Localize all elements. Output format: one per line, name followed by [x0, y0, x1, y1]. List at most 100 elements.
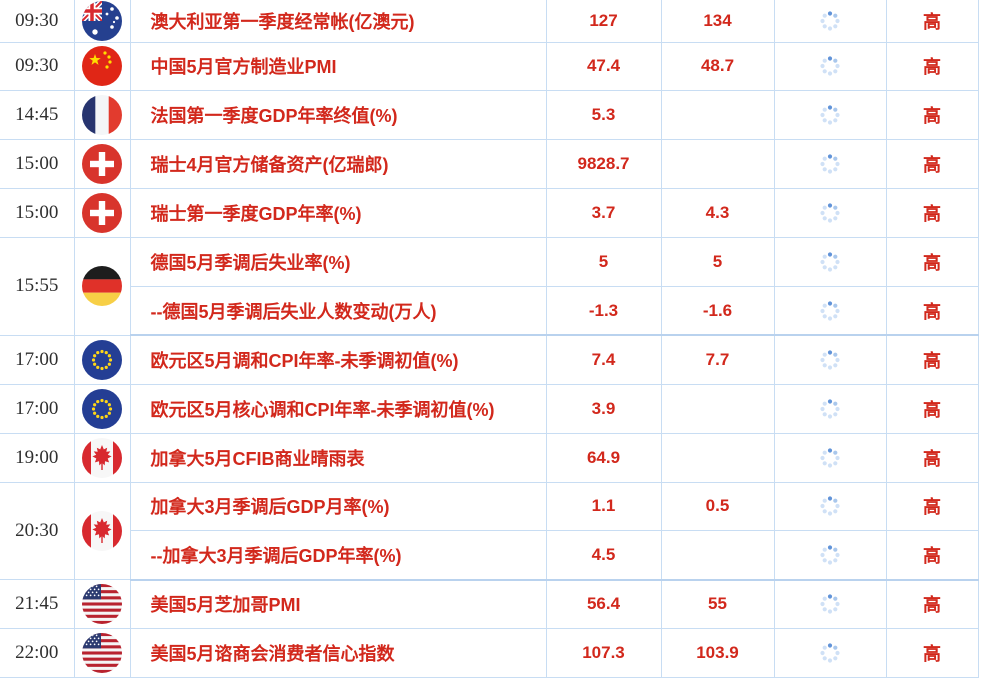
event-title[interactable]: 美国5月芝加哥PMI — [129, 579, 547, 630]
actual-value: 47.4 — [545, 41, 662, 92]
chart-cell[interactable] — [773, 188, 887, 239]
calendar-row: 09:30 中国5月官方制造业PMI 47.4 48.7 高 — [0, 41, 979, 92]
event-title[interactable]: 瑞士4月官方储备资产(亿瑞郎) — [129, 139, 547, 190]
actual-value: 5.3 — [545, 90, 662, 141]
flag-cell — [73, 481, 131, 581]
importance-badge: 高 — [885, 237, 979, 287]
flag-switzerland-icon — [82, 144, 122, 185]
chart-cell[interactable] — [773, 90, 887, 141]
flag-eu-icon — [82, 339, 122, 380]
actual-value: 64.9 — [545, 432, 662, 483]
flag-canada-icon — [82, 437, 122, 478]
actual-value: -1.3 — [545, 285, 662, 337]
actual-value: 1.1 — [545, 481, 662, 532]
flag-cell — [73, 383, 131, 434]
flag-cell — [73, 188, 131, 239]
event-title[interactable]: 欧元区5月调和CPI年率-未季调初值(%) — [129, 334, 547, 385]
loading-spinner-icon — [819, 55, 841, 77]
event-title[interactable]: --加拿大3月季调后GDP年率(%) — [129, 530, 547, 581]
event-time-cell: 17:00 — [0, 334, 75, 385]
chart-cell[interactable] — [773, 579, 887, 630]
flag-cell — [73, 41, 131, 92]
flag-cell — [73, 334, 131, 385]
loading-spinner-icon — [819, 447, 841, 469]
forecast-value: 55 — [660, 579, 775, 630]
chart-cell[interactable] — [773, 432, 887, 483]
chart-cell[interactable] — [773, 139, 887, 190]
event-title[interactable]: 瑞士第一季度GDP年率(%) — [129, 188, 547, 239]
flag-cell — [73, 628, 131, 679]
calendar-row: 19:00 加拿大5月CFIB商业晴雨表 64.9 高 — [0, 432, 979, 483]
event-title[interactable]: 美国5月谘商会消费者信心指数 — [129, 628, 547, 679]
loading-spinner-icon — [819, 153, 841, 175]
importance-badge: 高 — [885, 579, 979, 630]
calendar-row: 17:00 欧元区5月调和CPI年率-未季调初值(%) 7.4 7.7 高 — [0, 334, 979, 385]
forecast-value: 4.3 — [660, 188, 775, 239]
event-title[interactable]: 德国5月季调后失业率(%) — [129, 237, 547, 287]
chart-cell[interactable] — [773, 0, 887, 43]
event-time-cell: 14:45 — [0, 90, 75, 141]
importance-badge: 高 — [885, 628, 979, 679]
loading-spinner-icon — [819, 593, 841, 615]
forecast-value — [660, 383, 775, 434]
importance-badge: 高 — [885, 90, 979, 141]
chart-cell[interactable] — [773, 628, 887, 679]
event-title[interactable]: 加拿大5月CFIB商业晴雨表 — [129, 432, 547, 483]
importance-badge: 高 — [885, 139, 979, 190]
loading-spinner-icon — [819, 202, 841, 224]
chart-cell[interactable] — [773, 41, 887, 92]
event-time-cell: 09:30 — [0, 41, 75, 92]
calendar-row: 17:00 欧元区5月核心调和CPI年率-未季调初值(%) 3.9 高 — [0, 383, 979, 434]
event-title[interactable]: 澳大利亚第一季度经常帐(亿澳元) — [129, 0, 547, 43]
calendar-row: 20:30 加拿大3月季调后GDP月率(%) 1.1 0.5 高 — [0, 481, 979, 581]
forecast-value: 103.9 — [660, 628, 775, 679]
chart-cell[interactable] — [773, 530, 887, 581]
calendar-row: 15:55 德国5月季调后失业率(%) 5 5 高 — [0, 237, 979, 336]
event-title[interactable]: --德国5月季调后失业人数变动(万人) — [129, 285, 547, 337]
chart-cell[interactable] — [773, 285, 887, 337]
loading-spinner-icon — [819, 349, 841, 371]
loading-spinner-icon — [819, 398, 841, 420]
importance-badge: 高 — [885, 285, 979, 337]
chart-cell[interactable] — [773, 237, 887, 287]
flag-cell — [73, 237, 131, 336]
flag-cell — [73, 579, 131, 630]
event-time-cell: 15:00 — [0, 139, 75, 190]
actual-value: 107.3 — [545, 628, 662, 679]
event-title[interactable]: 加拿大3月季调后GDP月率(%) — [129, 481, 547, 532]
importance-badge: 高 — [885, 432, 979, 483]
loading-spinner-icon — [819, 642, 841, 664]
event-time-cell: 21:45 — [0, 579, 75, 630]
forecast-value: 48.7 — [660, 41, 775, 92]
actual-value: 4.5 — [545, 530, 662, 581]
event-title[interactable]: 中国5月官方制造业PMI — [129, 41, 547, 92]
loading-spinner-icon — [819, 300, 841, 322]
event-title[interactable]: 欧元区5月核心调和CPI年率-未季调初值(%) — [129, 383, 547, 434]
chart-cell[interactable] — [773, 481, 887, 532]
importance-badge: 高 — [885, 481, 979, 532]
event-time-cell: 22:00 — [0, 628, 75, 679]
calendar-row: 14:45 法国第一季度GDP年率终值(%) 5.3 高 — [0, 90, 979, 141]
actual-value: 56.4 — [545, 579, 662, 630]
event-title[interactable]: 法国第一季度GDP年率终值(%) — [129, 90, 547, 141]
event-time-cell: 15:00 — [0, 188, 75, 239]
flag-germany-icon — [82, 266, 122, 307]
flag-china-icon — [82, 46, 122, 87]
calendar-row: 15:00 瑞士4月官方储备资产(亿瑞郎) 9828.7 高 — [0, 139, 979, 190]
actual-value: 3.7 — [545, 188, 662, 239]
event-time-cell: 20:30 — [0, 481, 75, 581]
calendar-row: 15:00 瑞士第一季度GDP年率(%) 3.7 4.3 高 — [0, 188, 979, 239]
forecast-value: 134 — [660, 0, 775, 43]
importance-badge: 高 — [885, 334, 979, 385]
forecast-value: -1.6 — [660, 285, 775, 337]
loading-spinner-icon — [819, 251, 841, 273]
chart-cell[interactable] — [773, 334, 887, 385]
actual-value: 9828.7 — [545, 139, 662, 190]
chart-cell[interactable] — [773, 383, 887, 434]
calendar-row: --加拿大3月季调后GDP年率(%) 4.5 高 — [0, 530, 979, 581]
flag-usa-icon — [82, 633, 122, 674]
forecast-value — [660, 139, 775, 190]
event-time-cell: 09:30 — [0, 0, 75, 43]
forecast-value: 7.7 — [660, 334, 775, 385]
forecast-value: 0.5 — [660, 481, 775, 532]
